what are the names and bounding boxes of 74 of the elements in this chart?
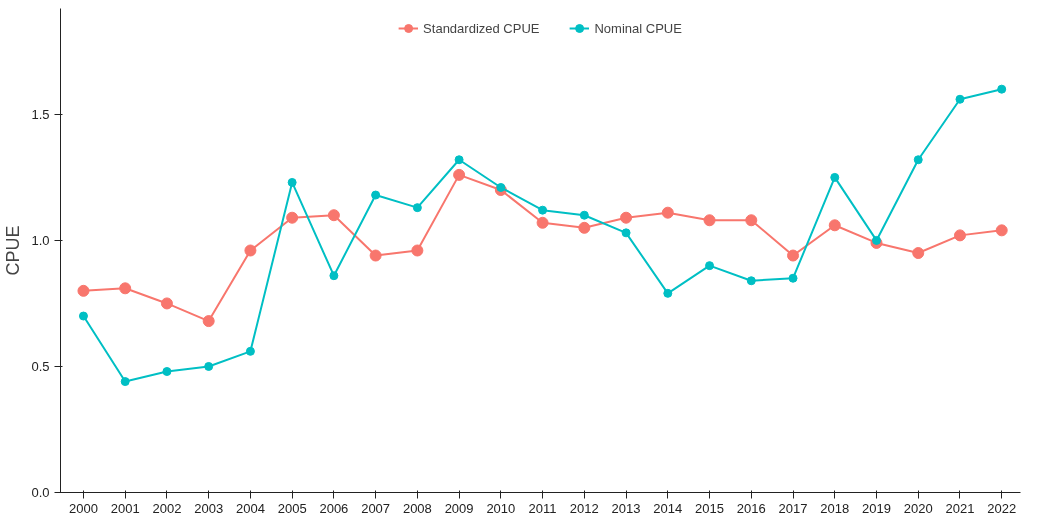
point: [745, 214, 758, 227]
x-tick-label: 2004: [235, 500, 265, 516]
point: [162, 367, 172, 376]
point: [746, 276, 756, 286]
x-tick-label: 2014: [653, 500, 683, 516]
point: [912, 247, 925, 260]
y-tick-label: 1.0: [31, 232, 50, 248]
point: [995, 224, 1008, 237]
point: [787, 249, 800, 262]
point: [371, 190, 381, 200]
point: [496, 182, 506, 192]
point: [204, 361, 214, 371]
point: [77, 284, 90, 297]
point: [913, 155, 923, 165]
x-tick-label: 2015: [695, 500, 725, 516]
x-tick-label: 2009: [444, 500, 474, 516]
point: [661, 206, 674, 219]
x-tick-label: 2008: [402, 500, 432, 516]
x-tick-label: 2016: [736, 500, 766, 516]
point: [953, 229, 966, 242]
point: [872, 235, 881, 245]
point: [453, 168, 466, 181]
x-tick-label: 2007: [361, 500, 391, 516]
point: [830, 172, 840, 182]
x-tick-label: 2012: [569, 500, 599, 516]
y-tick-label: 0.0: [31, 485, 50, 500]
point: [705, 261, 715, 271]
point: [120, 377, 130, 387]
point: [620, 211, 633, 224]
point: [286, 211, 299, 224]
x-tick-label: 2018: [820, 500, 850, 516]
point: [411, 244, 424, 257]
point: [329, 271, 339, 281]
legend-label: Standardized CPUE: [423, 20, 540, 36]
x-tick-label: 2000: [69, 500, 98, 516]
point: [703, 214, 716, 227]
x-tick-label: 2006: [319, 500, 349, 516]
x-tick-label: 2001: [110, 500, 140, 516]
x-tick-label: 2017: [778, 500, 808, 516]
x-tick-label: 2021: [945, 500, 975, 516]
y-tick-label: 1.5: [31, 106, 50, 122]
point: [245, 346, 255, 356]
point: [538, 205, 548, 215]
point: [78, 311, 88, 321]
x-tick-label: 2011: [528, 500, 557, 516]
x-tick-label: 2019: [862, 500, 891, 516]
point: [119, 282, 132, 295]
point: [663, 288, 673, 298]
x-tick-label: 2022: [987, 500, 1017, 516]
point: [828, 219, 841, 232]
legend-label: Nominal CPUE: [594, 20, 682, 36]
point: [997, 84, 1007, 94]
point: [244, 244, 257, 257]
x-tick-label: 2020: [903, 500, 933, 516]
point: [578, 221, 591, 234]
point: [412, 203, 422, 213]
point: [287, 177, 297, 187]
point: [454, 155, 464, 165]
point: [369, 249, 382, 262]
x-tick-label: 2013: [611, 500, 641, 516]
point: [327, 209, 340, 222]
x-tick-label: 2002: [152, 500, 182, 516]
x-tick-label: 2003: [194, 500, 224, 516]
point: [955, 94, 965, 104]
y-axis-title: CPUE: [3, 225, 24, 276]
point: [788, 273, 798, 283]
x-tick-label: 2010: [486, 500, 516, 516]
point: [621, 228, 631, 238]
x-tick-label: 2005: [277, 500, 307, 516]
point: [202, 315, 215, 328]
point: [579, 210, 589, 220]
point: [536, 216, 549, 229]
y-tick-label: 0.5: [31, 358, 50, 374]
point: [160, 297, 173, 310]
